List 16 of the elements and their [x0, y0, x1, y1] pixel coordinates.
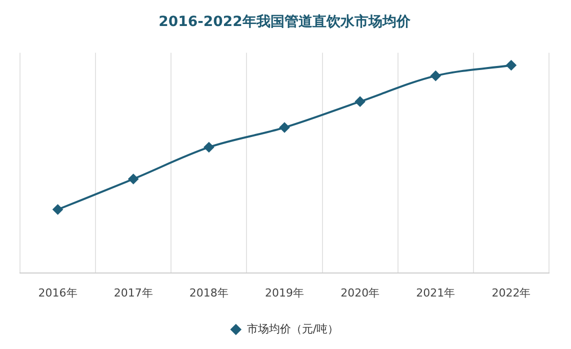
x-tick-label: 2021年	[416, 286, 456, 300]
point	[506, 60, 516, 70]
point	[280, 122, 290, 133]
x-tick-label: 2018年	[189, 286, 228, 300]
point	[128, 174, 138, 184]
point	[204, 142, 214, 152]
point	[355, 96, 366, 107]
x-tick-label: 2019年	[265, 286, 304, 300]
legend-label: 市场均价（元/吨）	[246, 322, 339, 336]
chart-title: 2016-2022年我国管道直饮水市场均价	[158, 13, 412, 30]
x-tick-label: 2016年	[38, 286, 78, 300]
x-tick-label: 2022年	[492, 286, 531, 300]
x-tick-label: 2020年	[340, 286, 380, 300]
point	[52, 204, 63, 214]
point	[430, 70, 441, 81]
x-tick-label: 2017年	[114, 286, 153, 300]
